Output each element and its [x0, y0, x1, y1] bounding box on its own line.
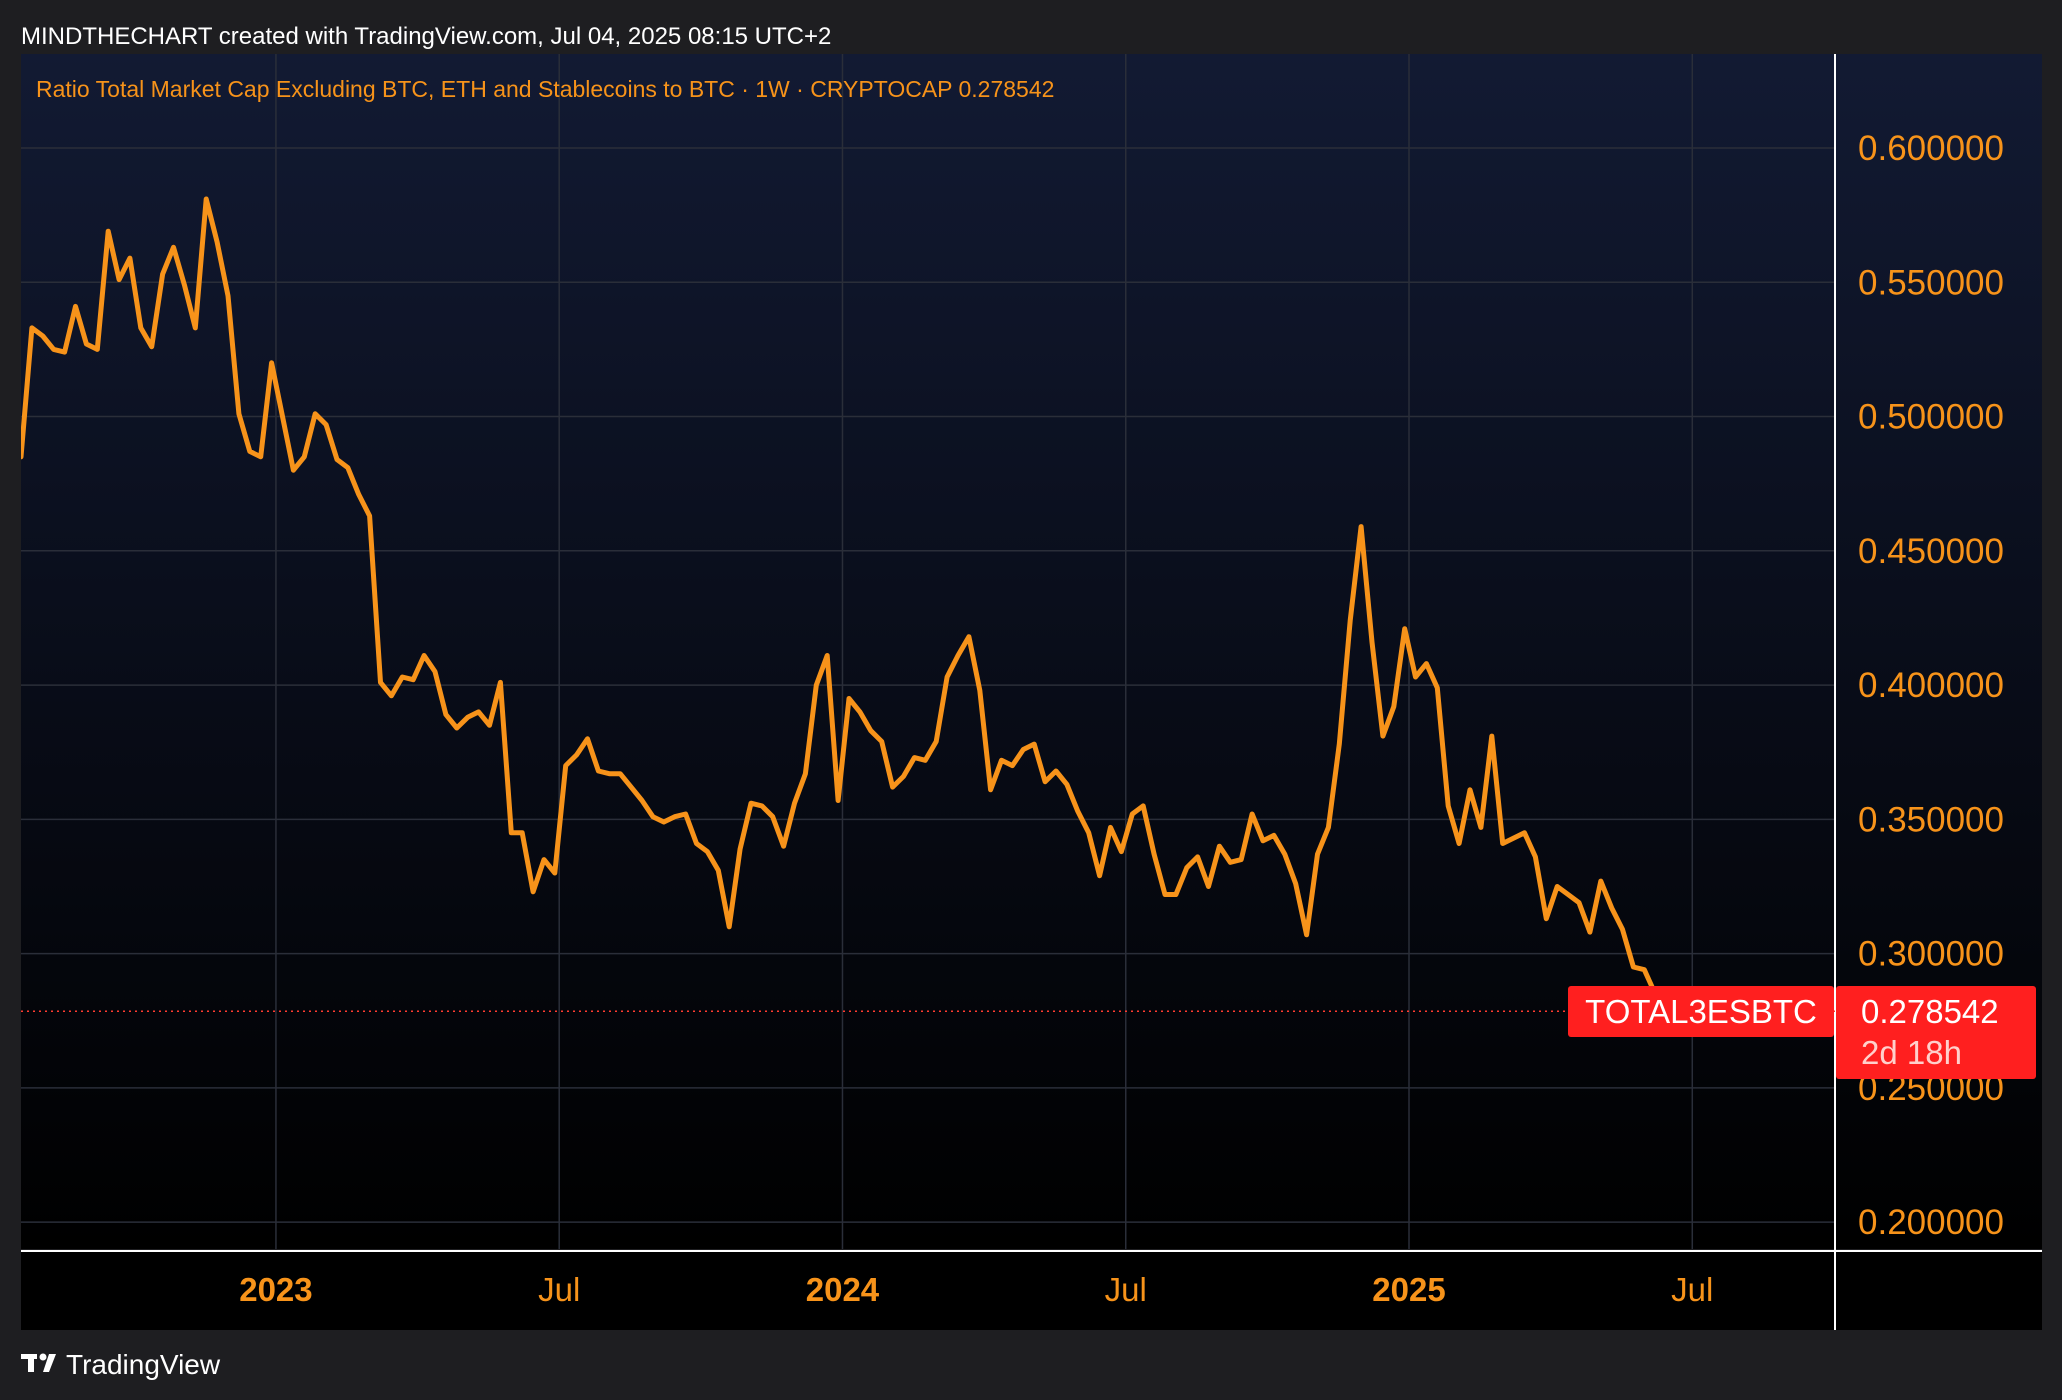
price-tick-label: 0.300000: [1858, 935, 2004, 974]
time-tick-label: 2025: [1372, 1271, 1445, 1308]
price-tick-label: 0.500000: [1858, 398, 2004, 437]
price-badge-countdown: 2d 18h: [1861, 1034, 1962, 1071]
attribution-text: MINDTHECHART created with TradingView.co…: [21, 23, 831, 50]
price-tick-label: 0.400000: [1858, 666, 2004, 705]
price-tick-label: 0.350000: [1858, 800, 2004, 839]
time-tick-label: Jul: [1105, 1271, 1147, 1308]
price-tick-label: 0.450000: [1858, 532, 2004, 571]
chart-legend[interactable]: Ratio Total Market Cap Excluding BTC, ET…: [36, 76, 1054, 102]
price-badge[interactable]: [1836, 986, 2036, 1079]
series-line[interactable]: [21, 196, 1669, 1014]
price-tick-label: 0.600000: [1858, 129, 2004, 168]
time-axis-labels: 2023 Jul 2024 Jul 2025 Jul: [239, 1271, 1713, 1308]
axis-corner: [1836, 1252, 2042, 1330]
symbol-badge[interactable]: [1568, 986, 1834, 1037]
time-tick-label: 2023: [239, 1271, 312, 1308]
price-tick-label: 0.200000: [1858, 1203, 2004, 1242]
time-axis[interactable]: [21, 1252, 1835, 1330]
plot-area[interactable]: [21, 54, 2042, 1249]
time-tick-label: Jul: [538, 1271, 580, 1308]
time-tick-label: Jul: [1671, 1271, 1713, 1308]
time-tick-label: 2024: [806, 1271, 880, 1308]
price-axis-labels: 0.600000 0.550000 0.500000 0.450000 0.400000…: [1858, 129, 2004, 1242]
symbol-badge-label: TOTAL3ESBTC: [1585, 993, 1817, 1030]
horizontal-gridlines: [21, 147, 1835, 1223]
price-tick-label: 0.550000: [1858, 263, 2004, 302]
tradingview-logo-icon: [21, 1353, 56, 1372]
footer-brand[interactable]: TradingView: [66, 1349, 221, 1380]
price-badge-value: 0.278542: [1861, 993, 1999, 1030]
